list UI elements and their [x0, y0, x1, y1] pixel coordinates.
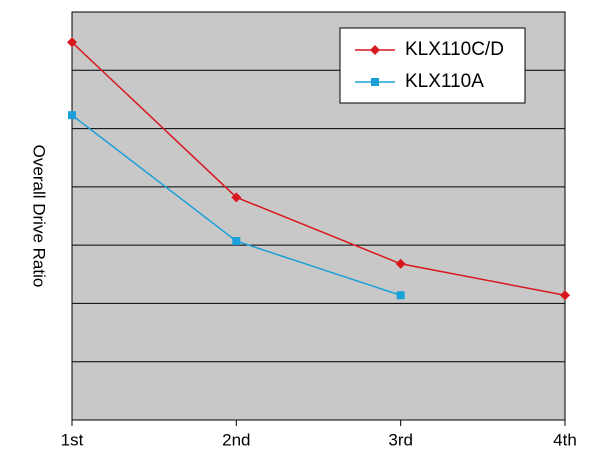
- data-point: [68, 111, 76, 120]
- y-axis-label: Overall Drive Ratio: [30, 145, 49, 288]
- legend-label: KLX110A: [405, 71, 484, 92]
- data-point: [395, 258, 406, 269]
- x-tick-label: 1st: [61, 430, 84, 449]
- legend-label: KLX110C/D: [405, 39, 504, 60]
- x-tick-label: 4th: [553, 430, 577, 449]
- data-point: [396, 291, 405, 300]
- legend-box: [339, 27, 526, 104]
- data-point: [67, 37, 77, 48]
- series-line: [71, 41, 566, 297]
- data-point: [231, 192, 242, 203]
- data-point: [232, 237, 241, 246]
- x-tick-label: 3rd: [388, 430, 413, 449]
- data-point: [371, 78, 379, 86]
- data-point: [370, 45, 380, 55]
- data-point: [560, 290, 570, 301]
- x-tick-label: 2nd: [222, 430, 250, 449]
